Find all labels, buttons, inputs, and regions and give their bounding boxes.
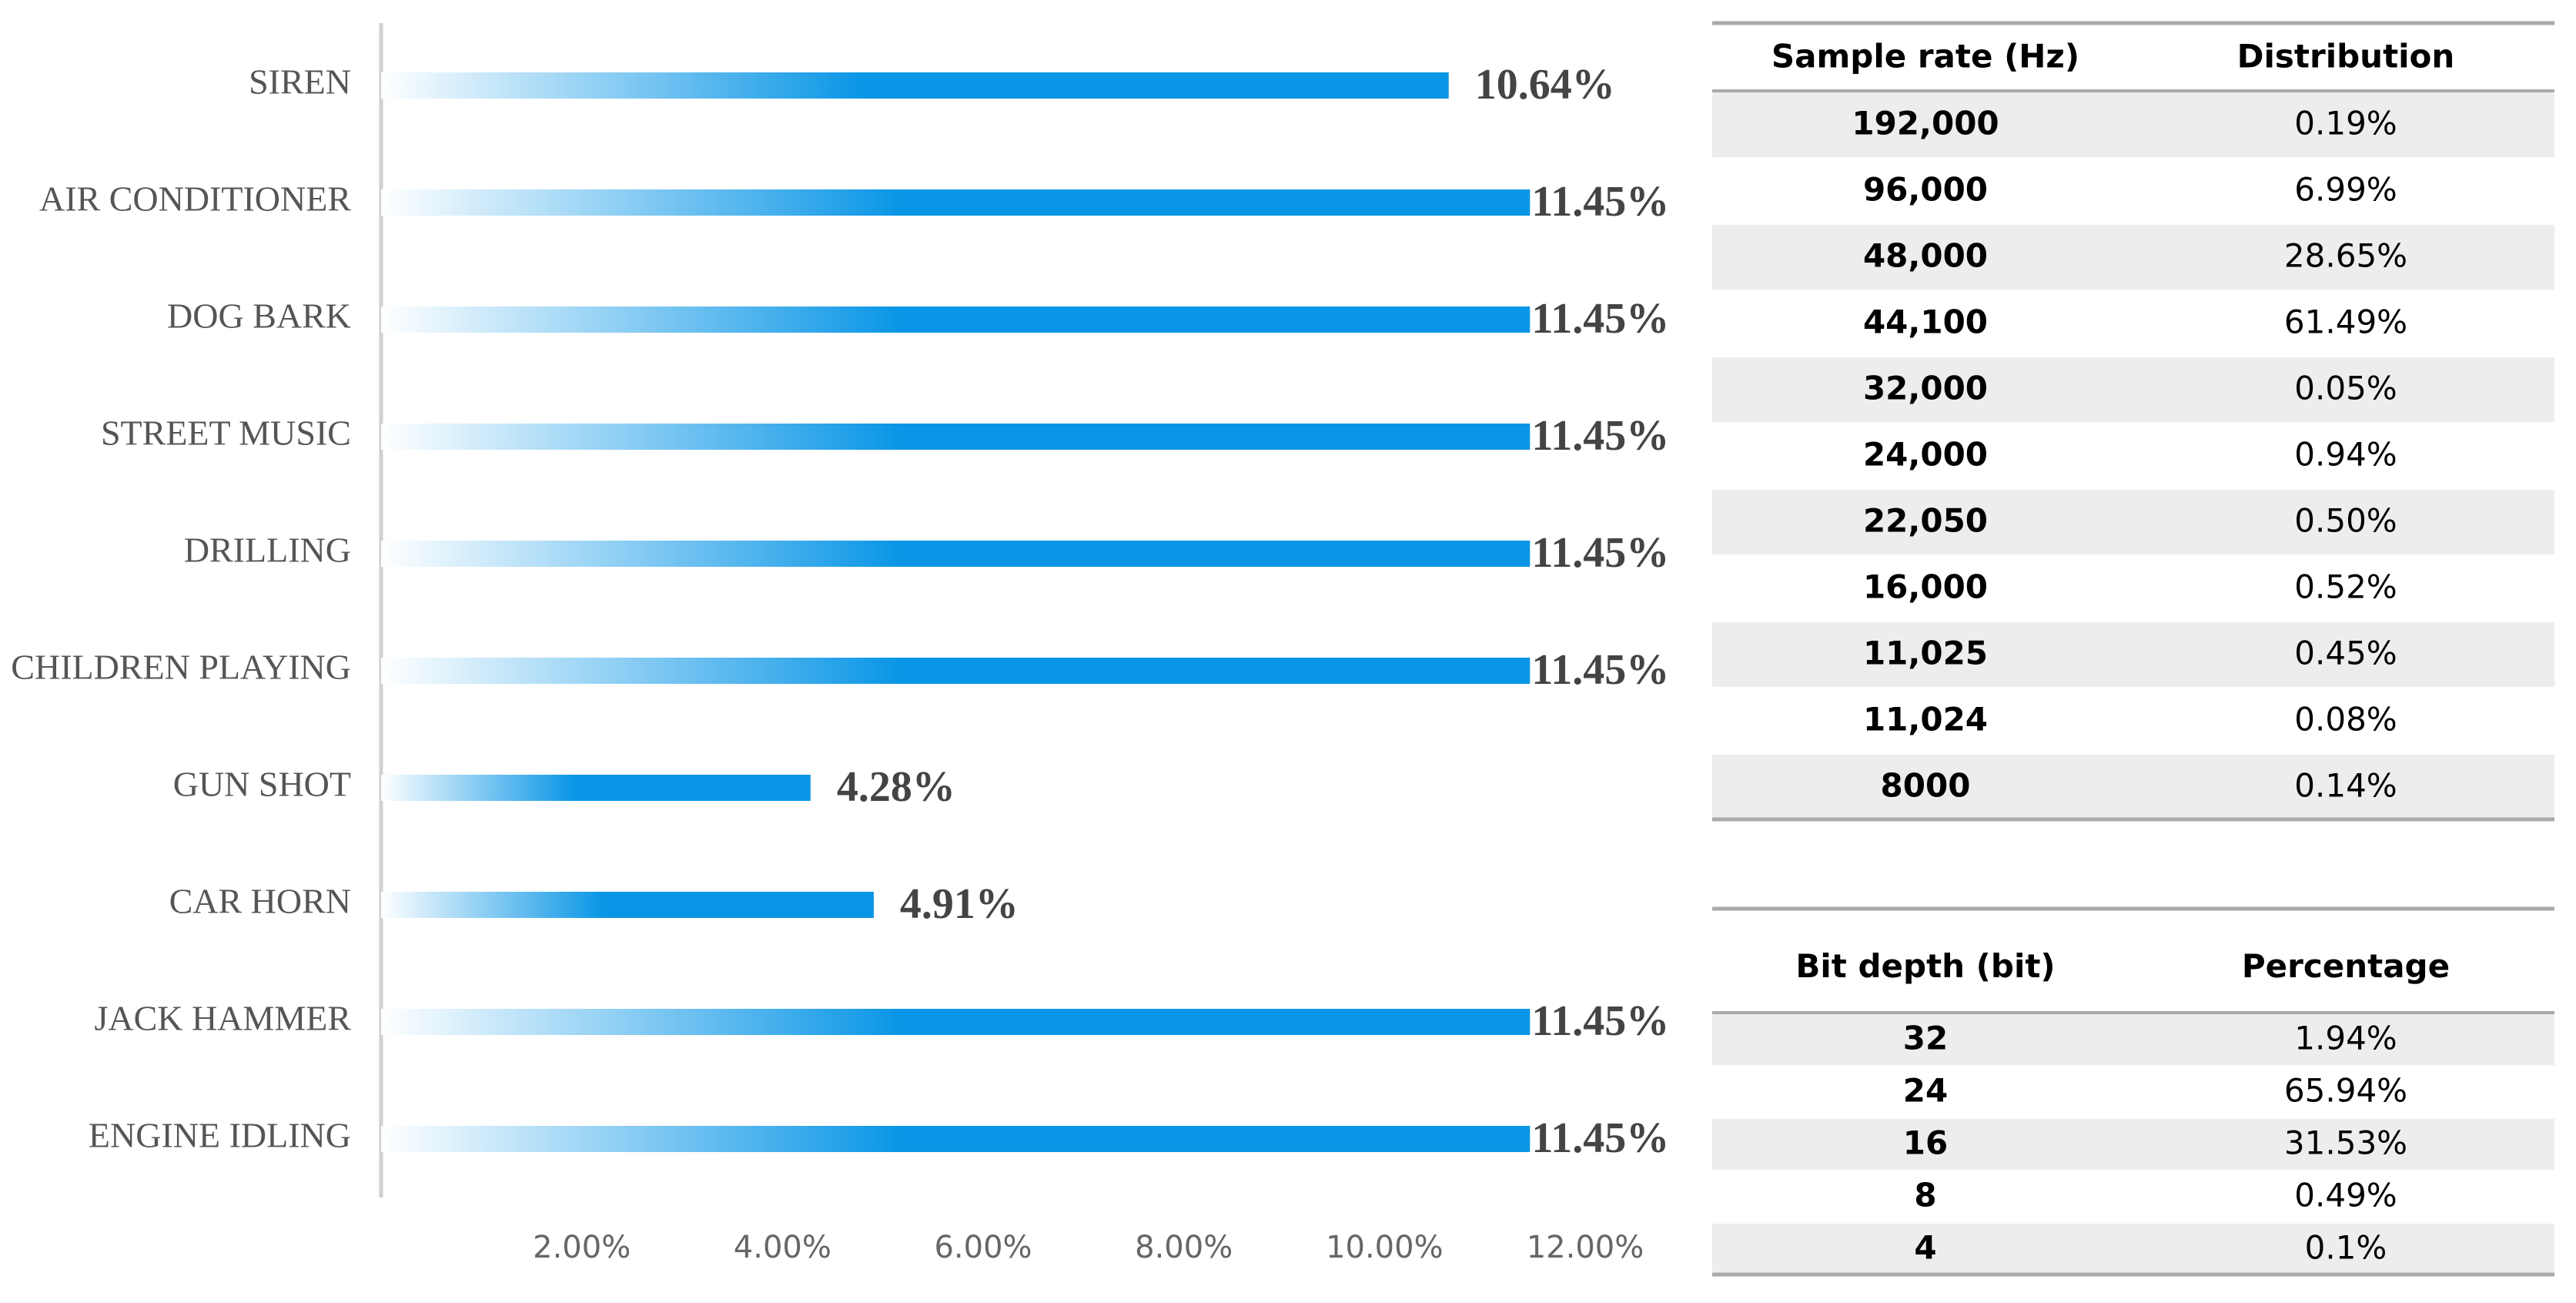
table-row-shade <box>1712 1224 2554 1275</box>
table-cell: 11,024 <box>1863 701 1988 739</box>
bar <box>381 775 811 801</box>
table-row-shade <box>1712 1014 2554 1065</box>
table-cell: 44,100 <box>1863 303 1988 341</box>
x-tick-label: 8.00% <box>1135 1230 1233 1265</box>
value-label: 11.45% <box>1531 529 1669 577</box>
x-tick-label: 6.00% <box>934 1230 1032 1265</box>
table-row-shade <box>1712 92 2554 157</box>
x-tick-label: 12.00% <box>1527 1230 1644 1265</box>
table-header: Distribution <box>2237 38 2455 75</box>
table-cell: 8000 <box>1881 767 1971 805</box>
bar <box>381 424 1531 450</box>
category-label: ENGINE IDLING <box>89 1116 351 1155</box>
table-row-shade <box>1712 1119 2554 1170</box>
category-label: DOG BARK <box>167 296 351 336</box>
table-cell: 32 <box>1903 1020 1948 1057</box>
table-cell: 61.49% <box>2284 303 2407 341</box>
table-row-shade <box>1712 357 2554 422</box>
category-label: GUN SHOT <box>173 765 351 804</box>
table-row-shade <box>1712 755 2554 819</box>
table-cell: 31.53% <box>2284 1124 2407 1162</box>
bar <box>381 72 1449 99</box>
bar <box>381 306 1531 333</box>
bar <box>381 541 1531 567</box>
table-cell: 0.49% <box>2294 1177 2397 1214</box>
category-label: SIREN <box>249 62 351 102</box>
bar <box>381 1126 1531 1152</box>
table-cell: 0.1% <box>2305 1229 2387 1267</box>
table-cell: 0.94% <box>2294 436 2397 474</box>
category-label: CAR HORN <box>169 882 351 921</box>
bar <box>381 892 874 918</box>
table-cell: 192,000 <box>1852 105 1999 142</box>
table-cell: 0.50% <box>2294 502 2397 540</box>
table-cell: 24,000 <box>1863 436 1988 474</box>
table-cell: 0.52% <box>2294 568 2397 606</box>
category-label: JACK HAMMER <box>94 999 351 1038</box>
table-cell: 6.99% <box>2294 171 2397 209</box>
category-label: STREET MUSIC <box>101 414 351 453</box>
table-header: Percentage <box>2242 947 2450 985</box>
table-cell: 1.94% <box>2294 1020 2397 1057</box>
table-cell: 16 <box>1903 1124 1948 1162</box>
table-cell: 0.19% <box>2294 105 2397 142</box>
table-row-shade <box>1712 225 2554 290</box>
table-cell: 16,000 <box>1863 568 1988 606</box>
value-label: 11.45% <box>1531 178 1669 226</box>
value-label: 11.45% <box>1531 646 1669 694</box>
table-cell: 24 <box>1903 1072 1948 1110</box>
table-cell: 22,050 <box>1863 502 1988 540</box>
table-cell: 0.05% <box>2294 370 2397 407</box>
value-label: 4.91% <box>900 880 1019 928</box>
category-label: DRILLING <box>184 531 351 570</box>
value-label: 4.28% <box>837 763 955 811</box>
table-cell: 65.94% <box>2284 1072 2407 1110</box>
x-tick-label: 10.00% <box>1326 1230 1444 1265</box>
table-cell: 32,000 <box>1863 370 1988 407</box>
value-label: 11.45% <box>1531 997 1669 1045</box>
table-cell: 48,000 <box>1863 237 1988 275</box>
x-tick-label: 4.00% <box>734 1230 831 1265</box>
table-cell: 0.45% <box>2294 635 2397 672</box>
table-cell: 8 <box>1914 1177 1936 1214</box>
category-label: AIR CONDITIONER <box>39 179 351 219</box>
table-row-shade <box>1712 490 2554 554</box>
table-cell: 11,025 <box>1863 635 1988 672</box>
table-cell: 0.14% <box>2294 767 2397 805</box>
table-row-shade <box>1712 622 2554 687</box>
bar <box>381 189 1531 216</box>
bar <box>381 658 1531 684</box>
table-cell: 4 <box>1914 1229 1936 1267</box>
bar <box>381 1009 1531 1035</box>
value-label: 11.45% <box>1531 1114 1669 1162</box>
value-label: 10.64% <box>1475 61 1615 109</box>
table-cell: 0.08% <box>2294 701 2397 739</box>
value-label: 11.45% <box>1531 295 1669 343</box>
table-cell: 28.65% <box>2284 237 2407 275</box>
table-header: Sample rate (Hz) <box>1771 38 2079 75</box>
x-tick-label: 2.00% <box>533 1230 631 1265</box>
table-header: Bit depth (bit) <box>1795 947 2055 985</box>
value-label: 11.45% <box>1531 412 1669 460</box>
category-label: CHILDREN PLAYING <box>11 648 351 687</box>
table-cell: 96,000 <box>1863 171 1988 209</box>
